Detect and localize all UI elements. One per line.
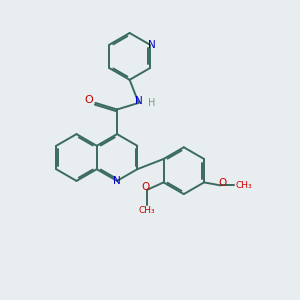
Text: N: N [113, 176, 121, 186]
Text: CH₃: CH₃ [235, 181, 252, 190]
Text: H: H [148, 98, 155, 108]
Text: N: N [135, 96, 143, 106]
Text: O: O [141, 182, 150, 193]
Text: N: N [148, 40, 155, 50]
Text: CH₃: CH₃ [139, 206, 155, 215]
Text: O: O [218, 178, 227, 188]
Text: O: O [85, 95, 93, 105]
